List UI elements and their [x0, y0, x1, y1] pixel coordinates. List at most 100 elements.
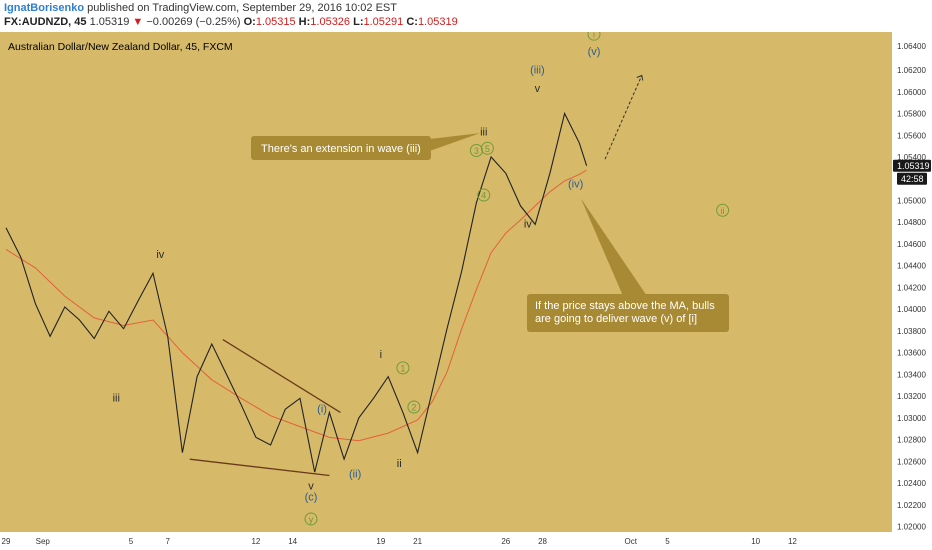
- low-value: 1.05291: [363, 16, 404, 28]
- y-tick-label: 1.03200: [897, 392, 926, 401]
- price-line: [5, 111, 588, 473]
- x-axis-ticks: 29 Sep 5 7 12 14 19 21 26 28 Oct 5 10 12: [2, 537, 798, 546]
- callout-text-line-2: are going to deliver wave (v) of [i]: [535, 313, 697, 325]
- callout-ma-condition[interactable]: If the price stays above the MA, bulls a…: [527, 198, 729, 332]
- countdown-badge: [897, 172, 927, 185]
- callout-text-line-1: If the price stays above the MA, bulls: [535, 300, 715, 312]
- y-axis-ticks: 1.062001.060001.058001.056001.054001.052…: [897, 42, 926, 532]
- x-tick-label: 21: [413, 537, 422, 546]
- price-badges: 1.05319 42:58: [893, 159, 931, 185]
- circled-wave-label: 1: [400, 363, 405, 373]
- wave-circle-marker: [469, 143, 483, 157]
- upper-trendline[interactable]: [222, 339, 341, 413]
- countdown-label: 42:58: [901, 174, 924, 184]
- y-tick-label: 1.02400: [897, 479, 926, 488]
- price-change: −0.00269 (−0.25%): [146, 16, 241, 28]
- wave-circle-marker: [304, 512, 318, 526]
- wave-circle-marker: [480, 141, 494, 155]
- x-tick-label: 29: [2, 537, 11, 546]
- last-price: 1.05319: [89, 16, 130, 28]
- y-tick-label: 1.02000: [897, 523, 926, 532]
- author-name[interactable]: IgnatBorisenko: [4, 2, 85, 14]
- wave-label: (i): [317, 403, 327, 415]
- wave-labels: iviii(i)iv(c)(ii)iiiiiiv(iii)v(iv)(v)y12…: [113, 32, 730, 526]
- y-tick-label: 1.05800: [897, 110, 926, 119]
- last-price-badge-label: 1.05319: [897, 161, 930, 171]
- symbol: FX:AUDNZD, 45: [4, 16, 87, 28]
- circled-wave-label: ii: [721, 206, 725, 216]
- circled-wave-label: 3: [474, 146, 479, 156]
- price-axis[interactable]: [892, 32, 932, 550]
- moving-average-line: [5, 169, 587, 442]
- x-tick-label: 26: [501, 537, 510, 546]
- y-tick-label: 1.06200: [897, 66, 926, 75]
- circled-wave-label: 2: [411, 403, 416, 413]
- circled-wave-label: 4: [481, 191, 486, 201]
- wave-circle-marker: [716, 203, 730, 217]
- wave-circle-marker: [587, 32, 601, 41]
- projection-arrowhead: [636, 74, 644, 81]
- wave-label: iv: [524, 219, 532, 231]
- high-value: 1.05326: [310, 16, 351, 28]
- wave-label: v: [535, 83, 541, 95]
- circled-wave-label: i: [593, 32, 595, 40]
- y-tick-label: 1.03400: [897, 370, 926, 379]
- symbol-legend: FX:AUDNZD, 45 1.05319 ▼ −0.00269 (−0.25%…: [4, 15, 932, 29]
- x-tick-label: 19: [376, 537, 385, 546]
- chart-title: Australian Dollar/New Zealand Dollar, 45…: [8, 41, 233, 53]
- y-tick-label: 1.04200: [897, 283, 926, 292]
- open-value: 1.05315: [255, 16, 296, 28]
- callout-text: There's an extension in wave (iii): [261, 143, 421, 155]
- high-label: H:: [298, 16, 311, 28]
- wave-label: iii: [113, 393, 120, 405]
- y-tick-label: 1.05600: [897, 131, 926, 140]
- circled-wave-label: y: [309, 514, 314, 524]
- wave-label: (iv): [568, 178, 583, 190]
- close-value: 1.05319: [417, 16, 458, 28]
- wave-label: (c): [305, 491, 318, 503]
- x-tick-label: 14: [288, 537, 297, 546]
- y-tick-label: 1.04800: [897, 218, 926, 227]
- price-chart[interactable]: Australian Dollar/New Zealand Dollar, 45…: [0, 32, 932, 550]
- y-tick-label: 1.02800: [897, 436, 926, 445]
- time-axis[interactable]: [0, 532, 892, 550]
- callout-box: [251, 136, 431, 160]
- y-tick-label: 1.06000: [897, 88, 926, 97]
- down-arrow-icon: ▼: [132, 16, 144, 28]
- y-tick-label: 1.05400: [897, 153, 926, 162]
- wave-label: iv: [156, 249, 164, 261]
- wave-circle-marker: [407, 400, 421, 414]
- low-label: L:: [353, 16, 364, 28]
- callout-box: [527, 294, 729, 332]
- x-tick-label: 5: [129, 537, 134, 546]
- publish-info: IgnatBorisenko published on TradingView.…: [4, 1, 932, 15]
- x-tick-label: Sep: [36, 537, 51, 546]
- x-tick-label: 28: [538, 537, 547, 546]
- close-label: C:: [406, 16, 418, 28]
- x-tick-label: 12: [788, 537, 797, 546]
- circled-wave-label: 5: [485, 144, 490, 154]
- y-tick-label: 1.03800: [897, 327, 926, 336]
- y-tick-label: 1.04400: [897, 262, 926, 271]
- wave-label: (iii): [530, 64, 545, 76]
- wave-circle-marker: [477, 188, 491, 202]
- x-tick-label: 5: [665, 537, 670, 546]
- projection-arrow: [604, 75, 643, 160]
- x-tick-label: Oct: [625, 537, 638, 546]
- lower-trendline[interactable]: [189, 458, 330, 477]
- wave-label: (v): [588, 46, 601, 58]
- wave-label: ii: [397, 458, 402, 470]
- published-text: published on TradingView.com, September …: [87, 2, 397, 14]
- y-tick-label: 1.04600: [897, 240, 926, 249]
- y-tick-label: 1.02200: [897, 501, 926, 510]
- y-tick-label: 1.05000: [897, 196, 926, 205]
- y-tick-label: 1.06400: [897, 42, 926, 51]
- plot-area[interactable]: [0, 32, 892, 532]
- x-tick-label: 7: [165, 537, 170, 546]
- wave-label: iii: [480, 126, 487, 138]
- y-tick-label: 1.03000: [897, 414, 926, 423]
- wave-circle-marker: [396, 361, 410, 375]
- open-label: O:: [243, 16, 256, 28]
- y-tick-label: 1.03600: [897, 349, 926, 358]
- x-tick-label: 12: [251, 537, 260, 546]
